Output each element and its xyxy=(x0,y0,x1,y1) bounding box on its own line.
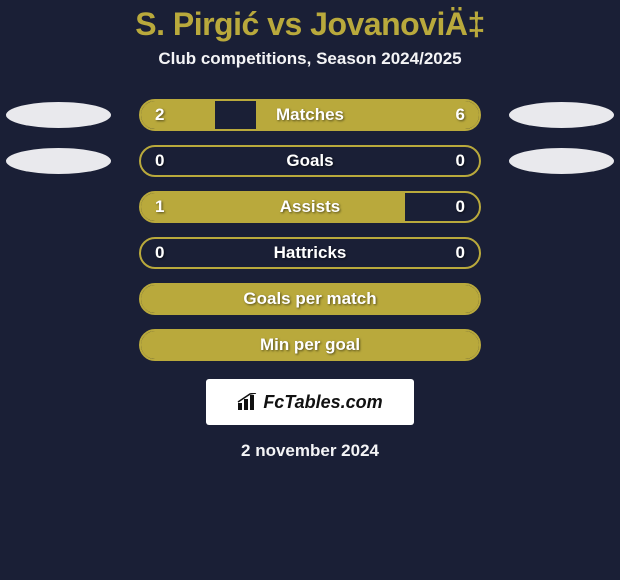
stat-value-right: 0 xyxy=(456,151,465,171)
stat-row: 0 0 Hattricks xyxy=(0,237,620,269)
stat-label: Min per goal xyxy=(260,335,360,355)
date-label: 2 november 2024 xyxy=(241,441,379,461)
stat-value-right: 0 xyxy=(456,197,465,217)
stat-value-left: 0 xyxy=(155,151,164,171)
stat-row: 0 0 Goals xyxy=(0,145,620,177)
stat-row: 2 6 Matches xyxy=(0,99,620,131)
stat-label: Goals xyxy=(286,151,333,171)
page-title: S. Pirgić vs JovanoviÄ‡ xyxy=(135,6,485,43)
stat-label: Assists xyxy=(280,197,340,217)
stat-value-right: 0 xyxy=(456,243,465,263)
stat-bar: 2 6 Matches xyxy=(139,99,481,131)
stat-value-left: 0 xyxy=(155,243,164,263)
stat-value-left: 1 xyxy=(155,197,164,217)
player-right-avatar-placeholder xyxy=(509,102,614,128)
bar-fill-left xyxy=(141,193,405,221)
player-left-avatar-placeholder xyxy=(6,102,111,128)
stat-row: Min per goal xyxy=(0,329,620,361)
stat-row: Goals per match xyxy=(0,283,620,315)
stat-bar: 1 0 Assists xyxy=(139,191,481,223)
brand-badge: FcTables.com xyxy=(206,379,414,425)
stat-bar: Min per goal xyxy=(139,329,481,361)
subtitle: Club competitions, Season 2024/2025 xyxy=(158,49,461,69)
brand-text: FcTables.com xyxy=(263,392,382,413)
player-right-avatar-placeholder xyxy=(509,148,614,174)
brand-chart-icon xyxy=(237,393,259,411)
bar-fill-left xyxy=(141,101,215,129)
stat-value-left: 2 xyxy=(155,105,164,125)
stat-value-right: 6 xyxy=(456,105,465,125)
player-left-avatar-placeholder xyxy=(6,148,111,174)
stat-row: 1 0 Assists xyxy=(0,191,620,223)
comparison-card: S. Pirgić vs JovanoviÄ‡ Club competition… xyxy=(0,0,620,461)
stat-rows: 2 6 Matches 0 0 Goals 1 0 Assists 0 0 Hattricks Goal… xyxy=(0,99,620,361)
stat-bar: 0 0 Hattricks xyxy=(139,237,481,269)
stat-label: Goals per match xyxy=(243,289,376,309)
stat-bar: Goals per match xyxy=(139,283,481,315)
stat-label: Hattricks xyxy=(274,243,347,263)
stat-label: Matches xyxy=(276,105,344,125)
stat-bar: 0 0 Goals xyxy=(139,145,481,177)
